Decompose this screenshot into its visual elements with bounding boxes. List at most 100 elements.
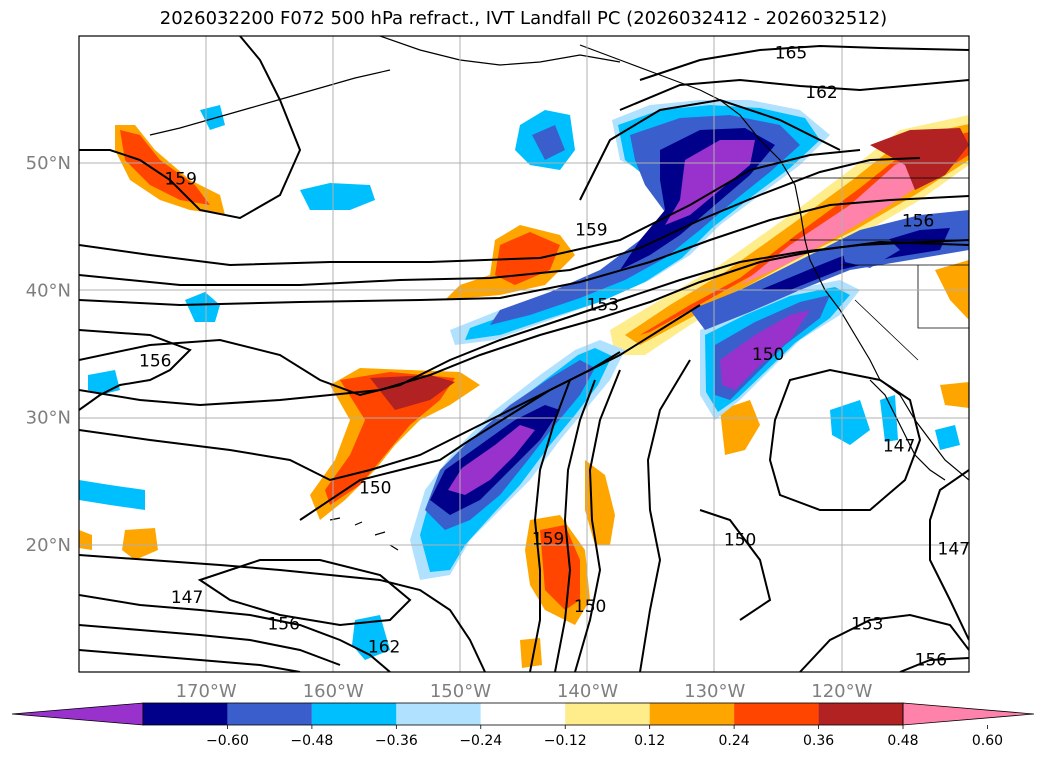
- colorbar-tick-label: 0.24: [719, 733, 750, 749]
- lon-label-120: 120°W: [811, 681, 872, 702]
- colorbar-extend-max: [902, 702, 1035, 726]
- small-warm-5: [940, 382, 969, 408]
- contour-label-150: 150: [574, 597, 606, 617]
- contour-label-156: 156: [267, 615, 299, 635]
- colorbar-tick-label: −0.36: [375, 733, 418, 749]
- contour-150-arc: [699, 509, 772, 621]
- contour-156-mid: [79, 239, 969, 397]
- baja-coast: [869, 379, 946, 481]
- refractivity-contours: [79, 36, 969, 672]
- cool-blob-7: [830, 400, 870, 445]
- lat-label-50: 50°N: [26, 153, 71, 174]
- lon-label-150: 150°W: [430, 681, 491, 702]
- contour-153: [79, 240, 969, 407]
- contour-label-150: 150: [752, 345, 784, 365]
- small-warm-1: [720, 400, 760, 455]
- contour-159-sub: [529, 379, 571, 672]
- central-pacific-dark: [370, 375, 455, 410]
- colorbar-tick-label: −0.12: [544, 733, 587, 749]
- colorbar-segment: [818, 703, 903, 725]
- south-band-purple: [448, 425, 535, 495]
- north-america-coast: [579, 44, 969, 481]
- cool-blob-9: [352, 615, 390, 660]
- contour-label-156: 156: [139, 351, 171, 371]
- colorbar-segment: [311, 703, 397, 725]
- cool-blob-2: [300, 183, 375, 210]
- plot-area: 165 162 159 159 156 153 156 150 150 147 159 150 147 1…: [79, 36, 970, 672]
- colorbar-segment: [649, 703, 735, 725]
- north-band-purple: [665, 140, 755, 225]
- contour-165: [639, 44, 969, 81]
- hawaii: [329, 517, 399, 551]
- coastlines: [149, 36, 969, 551]
- longitude-labels: 170°W 160°W 150°W 140°W 130°W 120°W: [176, 681, 873, 702]
- colorbar-tick-label: 0.12: [634, 733, 665, 749]
- small-warm-2: [122, 528, 158, 560]
- contour-label-147: 147: [883, 437, 915, 457]
- lat-label-30: 30°N: [26, 408, 71, 429]
- contour-150-east: [639, 359, 691, 672]
- contour-162: [619, 78, 969, 111]
- contour-sw-4: [79, 649, 301, 672]
- contour-label-156: 156: [902, 211, 934, 231]
- contour-sw-2: [79, 594, 391, 672]
- colorbar-tick-label: 0.36: [803, 733, 834, 749]
- chart-title: 2026032200 F072 500 hPa refract., IVT La…: [159, 8, 888, 29]
- contour-labels: 165 162 159 159 156 153 156 150 150 147 159 150 147 1…: [139, 44, 970, 671]
- colorbar-tick-label: 0.48: [887, 733, 918, 749]
- alaska-coast: [379, 36, 621, 66]
- lat-label-40: 40°N: [26, 280, 71, 301]
- contour-159-north: [579, 98, 841, 201]
- contour-label-159: 159: [532, 529, 564, 549]
- lat-label-20: 20°N: [26, 535, 71, 556]
- contour-label-159: 159: [575, 220, 607, 240]
- plot-frame: [78, 35, 970, 673]
- gridlines: [79, 36, 969, 672]
- contour-153-se: [799, 613, 969, 672]
- negative-ivt-fields: [79, 100, 969, 660]
- colorbar-extend-min: [11, 702, 144, 726]
- contour-label-165: 165: [775, 44, 807, 64]
- contour-label-150: 150: [359, 479, 391, 499]
- state-borders: [790, 177, 969, 361]
- contour-sw-1: [79, 554, 486, 672]
- contour-label-153: 153: [851, 615, 883, 635]
- colorbar-tick-label: −0.48: [290, 733, 333, 749]
- lon-label-130: 130°W: [684, 681, 745, 702]
- contour-label-156: 156: [915, 650, 947, 670]
- colorbar-segment: [480, 703, 566, 725]
- contour-sub-2: [554, 379, 596, 672]
- ca-band-purple: [720, 310, 810, 390]
- colorbar: −0.60 −0.48 −0.36 −0.24 −0.12 0.12 0.24 0.36 0.4…: [11, 702, 1035, 749]
- contour-147-east: [768, 368, 922, 511]
- cool-blob-1b: [532, 125, 565, 160]
- contour-label-153: 153: [587, 295, 619, 315]
- contour-150-south: [79, 304, 701, 482]
- contour-sub-3: [574, 369, 621, 672]
- contour-147-se: [929, 469, 969, 641]
- colorbar-segment: [143, 703, 228, 725]
- cool-blob-10: [935, 425, 960, 450]
- contour-159-west: [79, 36, 302, 220]
- contour-band-2: [79, 157, 921, 286]
- aleutians: [149, 69, 391, 136]
- contour-label-147: 147: [171, 588, 203, 608]
- contour-label-162: 162: [805, 83, 837, 103]
- cool-blob-11: [840, 230, 900, 268]
- contour-156-se: [899, 657, 969, 672]
- colorbar-segment: [565, 703, 650, 725]
- subtropical-red: [540, 525, 580, 610]
- contour-label-147: 147: [938, 540, 970, 560]
- colorbar-tick-label: 0.60: [972, 733, 1003, 749]
- colorbar-segment: [734, 703, 819, 725]
- colorbar-outline: [142, 702, 904, 726]
- cool-blob-3: [185, 292, 220, 322]
- contour-label-150: 150: [724, 531, 756, 551]
- contour-band-3: [79, 195, 969, 307]
- ar-band-core: [740, 150, 935, 285]
- latitude-labels: 20°N 30°N 40°N 50°N: [26, 153, 71, 556]
- contour-label-159: 159: [164, 169, 196, 189]
- colorbar-tick-label: −0.24: [459, 733, 502, 749]
- aleutian-red: [120, 130, 210, 205]
